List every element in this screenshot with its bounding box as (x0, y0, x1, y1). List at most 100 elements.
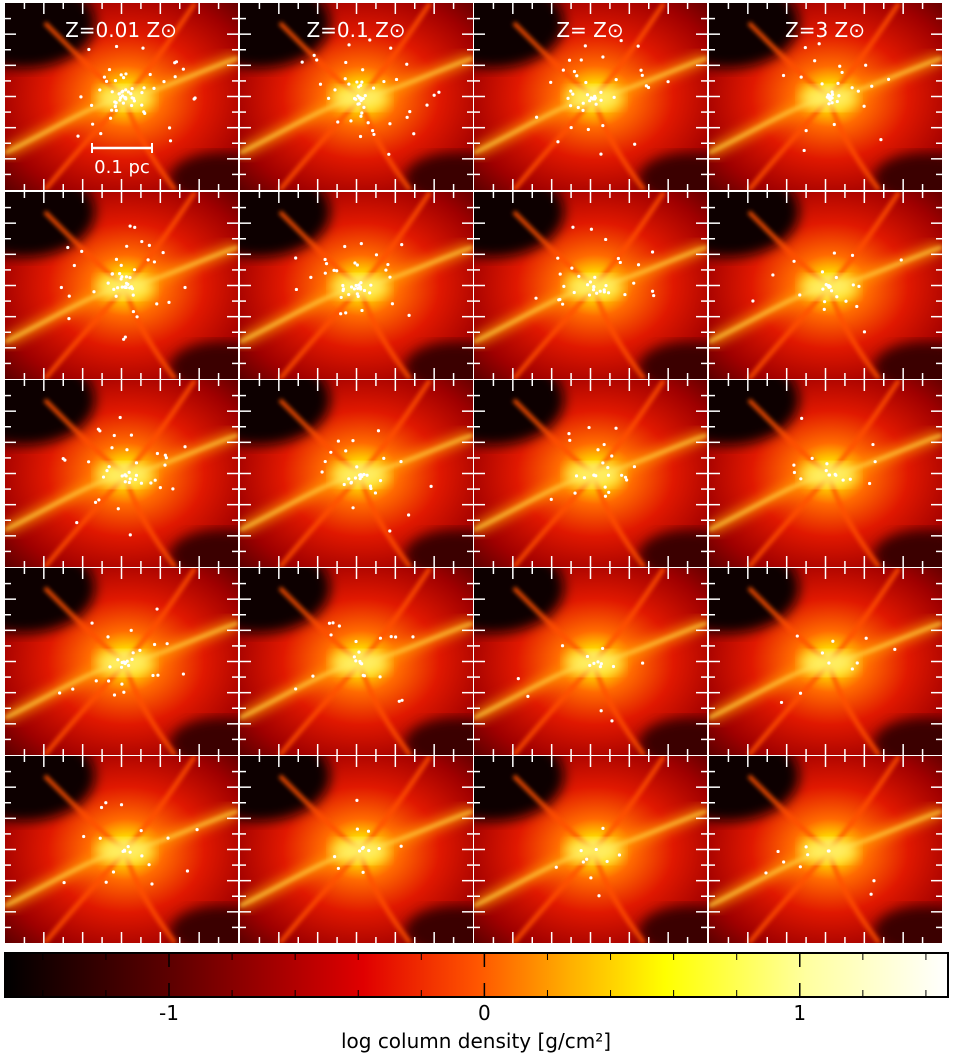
star (610, 719, 614, 723)
star (152, 642, 157, 647)
star (130, 87, 134, 91)
star (824, 469, 828, 473)
star (163, 463, 167, 467)
star (129, 628, 133, 632)
star (584, 80, 588, 85)
star (838, 64, 842, 68)
star (129, 92, 133, 96)
star (132, 99, 136, 103)
star (516, 677, 520, 681)
panel (659, 731, 953, 956)
star (366, 829, 371, 833)
star (820, 82, 824, 86)
star (151, 673, 155, 678)
star (127, 470, 131, 475)
star (358, 476, 362, 481)
star (140, 239, 144, 244)
star (799, 477, 803, 481)
star (87, 460, 91, 464)
star (329, 450, 333, 454)
star (585, 857, 589, 861)
star (813, 59, 817, 63)
star (586, 127, 590, 132)
star (331, 621, 335, 625)
star (830, 101, 834, 105)
star (127, 480, 131, 485)
star (844, 299, 848, 303)
star (368, 291, 372, 295)
star (164, 456, 168, 460)
star (75, 520, 79, 525)
star (355, 80, 359, 84)
star (549, 80, 553, 84)
star (123, 661, 127, 666)
star (425, 103, 429, 107)
star (864, 636, 868, 640)
density-map (0, 167, 270, 392)
star (572, 290, 576, 295)
star (59, 285, 63, 290)
star (394, 635, 398, 639)
star (872, 879, 876, 883)
star (108, 665, 112, 669)
star (107, 67, 112, 72)
star (602, 442, 606, 447)
star (155, 302, 159, 306)
star (120, 474, 124, 478)
star (124, 72, 128, 76)
star (429, 484, 433, 488)
colorbar-tick-label: 0 (478, 1001, 491, 1025)
star (554, 865, 558, 869)
star (294, 687, 298, 691)
star (327, 96, 331, 101)
star (102, 75, 107, 79)
star (387, 152, 391, 156)
star (67, 294, 71, 298)
star (128, 275, 132, 280)
star (366, 121, 370, 125)
star (581, 108, 585, 112)
star (871, 442, 875, 447)
star (363, 94, 367, 98)
star (560, 644, 565, 648)
star (108, 116, 113, 120)
star (101, 475, 106, 479)
star (873, 460, 877, 464)
star (574, 474, 579, 478)
star (558, 297, 562, 302)
star (850, 253, 855, 257)
star (887, 77, 891, 81)
star (561, 68, 565, 72)
star (591, 97, 595, 101)
star (126, 844, 130, 849)
star (343, 244, 347, 249)
star (599, 98, 603, 102)
star (384, 268, 388, 272)
star (599, 90, 603, 94)
star (666, 80, 670, 84)
star (312, 53, 316, 57)
star (600, 646, 605, 651)
star (376, 429, 381, 433)
star (347, 43, 351, 47)
star (357, 849, 362, 853)
star (185, 869, 190, 873)
star (623, 475, 628, 479)
star (76, 134, 80, 138)
star (79, 95, 83, 99)
star (644, 84, 648, 88)
star (400, 698, 404, 702)
star (118, 415, 122, 420)
star (359, 241, 363, 246)
star (106, 679, 111, 683)
star (549, 497, 553, 501)
star (625, 478, 629, 482)
star (556, 256, 560, 260)
star (344, 311, 348, 315)
star (617, 853, 622, 857)
column-title: Z=0.1 Z⊙ (306, 18, 405, 42)
star (633, 142, 637, 146)
star (129, 433, 134, 437)
star (827, 661, 831, 665)
star (407, 513, 411, 517)
